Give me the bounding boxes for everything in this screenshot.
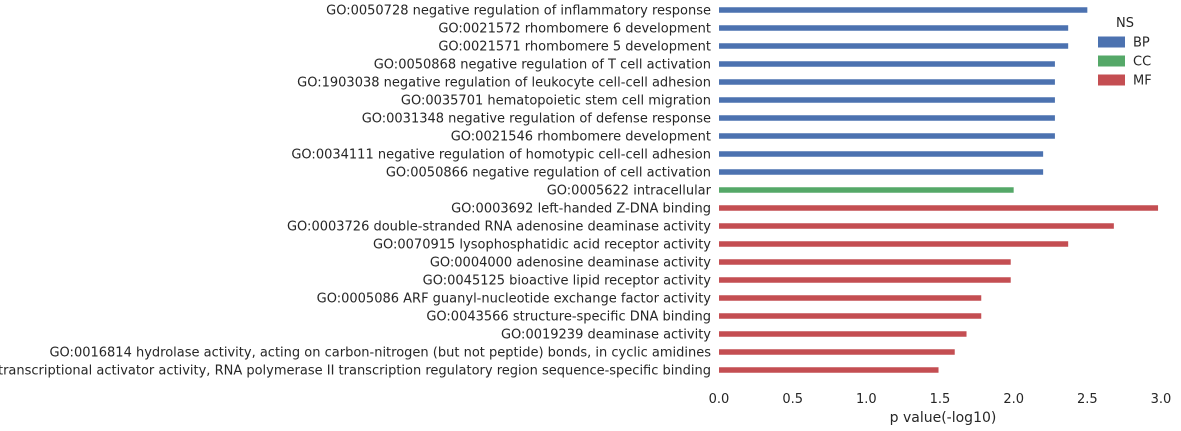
bar-bp <box>719 115 1055 121</box>
bar-mf <box>719 241 1069 247</box>
bar-mf <box>719 277 1011 283</box>
x-axis-ticks: 0.0 0.5 1.0 1.5 2.0 2.5 3.0 <box>709 392 1172 407</box>
category-label: GO:0043566 structure-specific DNA bindin… <box>426 310 711 325</box>
bar-bp <box>719 133 1055 139</box>
category-label: GO:0005086 ARF guanyl-nucleotide exchang… <box>317 292 712 307</box>
bar-bp <box>719 97 1055 103</box>
legend-items: BP CC MF <box>1098 36 1152 89</box>
x-tick-label: 0.5 <box>782 392 803 407</box>
category-label: GO:0019239 deaminase activity <box>501 328 711 343</box>
category-label: GO:0035701 hematopoietic stem cell migra… <box>401 94 711 109</box>
bar-mf <box>719 349 955 355</box>
bar-mf <box>719 313 982 319</box>
category-label: GO:0070915 lysophosphatidic acid recepto… <box>373 238 711 253</box>
x-tick-label: 0.0 <box>709 392 730 407</box>
x-tick-label: 1.0 <box>856 392 877 407</box>
category-label: GO:0045125 bioactive lipid receptor acti… <box>423 274 712 289</box>
category-label: GO:0021546 rhombomere development <box>451 130 711 145</box>
bar-bp <box>719 25 1069 31</box>
bar-cc <box>719 187 1014 193</box>
bar-bp <box>719 7 1088 13</box>
category-label: GO:0001228 transcriptional activator act… <box>0 364 711 379</box>
category-label: GO:0005622 intracellular <box>547 184 712 199</box>
category-label: GO:0050728 negative regulation of inflam… <box>326 4 711 19</box>
bar-mf <box>719 205 1159 211</box>
legend-swatch-mf <box>1098 74 1125 86</box>
category-label: GO:0003692 left-handed Z-DNA binding <box>451 202 711 217</box>
x-tick-label: 3.0 <box>1151 392 1172 407</box>
bar-mf <box>719 367 939 373</box>
bar-mf <box>719 223 1114 229</box>
legend-label-cc: CC <box>1133 55 1151 70</box>
category-label: GO:0021572 rhombomere 6 development <box>438 22 711 37</box>
category-label: GO:0016814 hydrolase activity, acting on… <box>49 346 711 361</box>
category-label: GO:0031348 negative regulation of defens… <box>362 112 711 127</box>
bar-mf <box>719 295 982 301</box>
category-label: GO:0034111 negative regulation of homoty… <box>291 148 711 163</box>
bar-bp <box>719 79 1055 85</box>
category-labels: GO:0050728 negative regulation of inflam… <box>0 4 712 379</box>
category-label: GO:0021571 rhombomere 5 development <box>438 40 711 55</box>
x-tick-label: 1.5 <box>930 392 951 407</box>
x-tick-label: 2.0 <box>1003 392 1024 407</box>
legend-label-mf: MF <box>1133 74 1152 89</box>
legend-swatch-bp <box>1098 36 1125 48</box>
category-label: GO:0050866 negative regulation of cell a… <box>386 166 711 181</box>
bar-mf <box>719 259 1011 265</box>
x-axis-title: p value(-log10) <box>890 410 997 426</box>
bar-bp <box>719 43 1069 49</box>
legend-label-bp: BP <box>1133 36 1150 51</box>
bar-mf <box>719 331 967 337</box>
bar-bp <box>719 61 1055 67</box>
legend-title: NS <box>1116 16 1134 31</box>
category-label: GO:0004000 adenosine deaminase activity <box>430 256 711 271</box>
x-tick-label: 2.5 <box>1077 392 1098 407</box>
bar-bp <box>719 151 1044 157</box>
bar-bp <box>719 169 1044 175</box>
bars-layer <box>719 7 1159 373</box>
category-label: GO:1903038 negative regulation of leukoc… <box>297 76 711 91</box>
legend-swatch-cc <box>1098 55 1125 67</box>
category-label: GO:0050868 negative regulation of T cell… <box>374 58 711 73</box>
legend: NS BP CC MF <box>1098 16 1152 89</box>
category-label: GO:0003726 double-stranded RNA adenosine… <box>287 220 711 235</box>
